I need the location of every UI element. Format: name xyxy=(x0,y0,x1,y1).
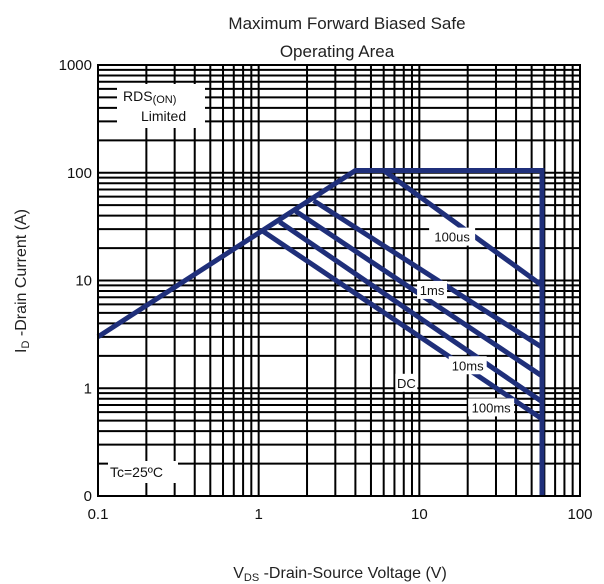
annotation-label: 100us xyxy=(434,230,470,245)
y-tick-label: 1000 xyxy=(59,57,92,74)
y-tick-label: 10 xyxy=(75,273,92,290)
annotation-background xyxy=(429,227,476,246)
annotation-background xyxy=(468,398,515,417)
annotation-label: 100ms xyxy=(472,400,512,415)
annotations: 100us 1ms 10ms DC 100ms xyxy=(395,227,515,417)
annotation-background xyxy=(417,280,448,299)
rds-on-limited-note: RDS(ON) Limited xyxy=(117,84,205,128)
temperature-note-text: Tc=25ºC xyxy=(110,464,163,480)
rds-note-line-1: RDS(ON) xyxy=(123,88,176,106)
temperature-note: Tc=25ºC xyxy=(108,461,178,483)
x-tick-label: 100 xyxy=(567,506,592,523)
rds-note-box xyxy=(117,84,205,128)
series-line xyxy=(312,198,544,350)
x-tick-label: 10 xyxy=(411,506,428,523)
x-axis-label: VDS -Drain-Source Voltage (V) xyxy=(233,565,447,584)
series-line xyxy=(260,228,544,421)
plot-frame xyxy=(97,64,581,497)
y-tick-label: 1 xyxy=(84,380,92,397)
y-axis-label: ID -Drain Current (A) xyxy=(13,209,32,353)
series-line xyxy=(278,219,544,404)
rds-note-line-2: Limited xyxy=(141,108,186,124)
series-group xyxy=(96,168,545,496)
annotation-background xyxy=(448,356,487,375)
series-line xyxy=(355,168,545,496)
x-tick-label: 1 xyxy=(254,506,262,523)
temperature-note-box xyxy=(108,461,178,483)
annotation-background xyxy=(395,373,418,392)
series-line xyxy=(96,168,544,339)
y-axis-ticks: 0 1 10 100 1000 xyxy=(59,57,92,505)
chart-title-line-2: Operating Area xyxy=(280,42,395,61)
annotation-label: 1ms xyxy=(420,283,445,298)
x-axis-ticks: 0.1 1 10 100 xyxy=(88,506,593,523)
x-tick-label: 0.1 xyxy=(88,506,109,523)
y-tick-label: 100 xyxy=(67,165,92,182)
chart-title-line-1: Maximum Forward Biased Safe xyxy=(228,14,465,33)
y-tick-label: 0 xyxy=(84,488,92,505)
annotation-label: 10ms xyxy=(452,358,484,373)
annotation-label: DC xyxy=(397,376,416,391)
grid xyxy=(97,65,580,497)
